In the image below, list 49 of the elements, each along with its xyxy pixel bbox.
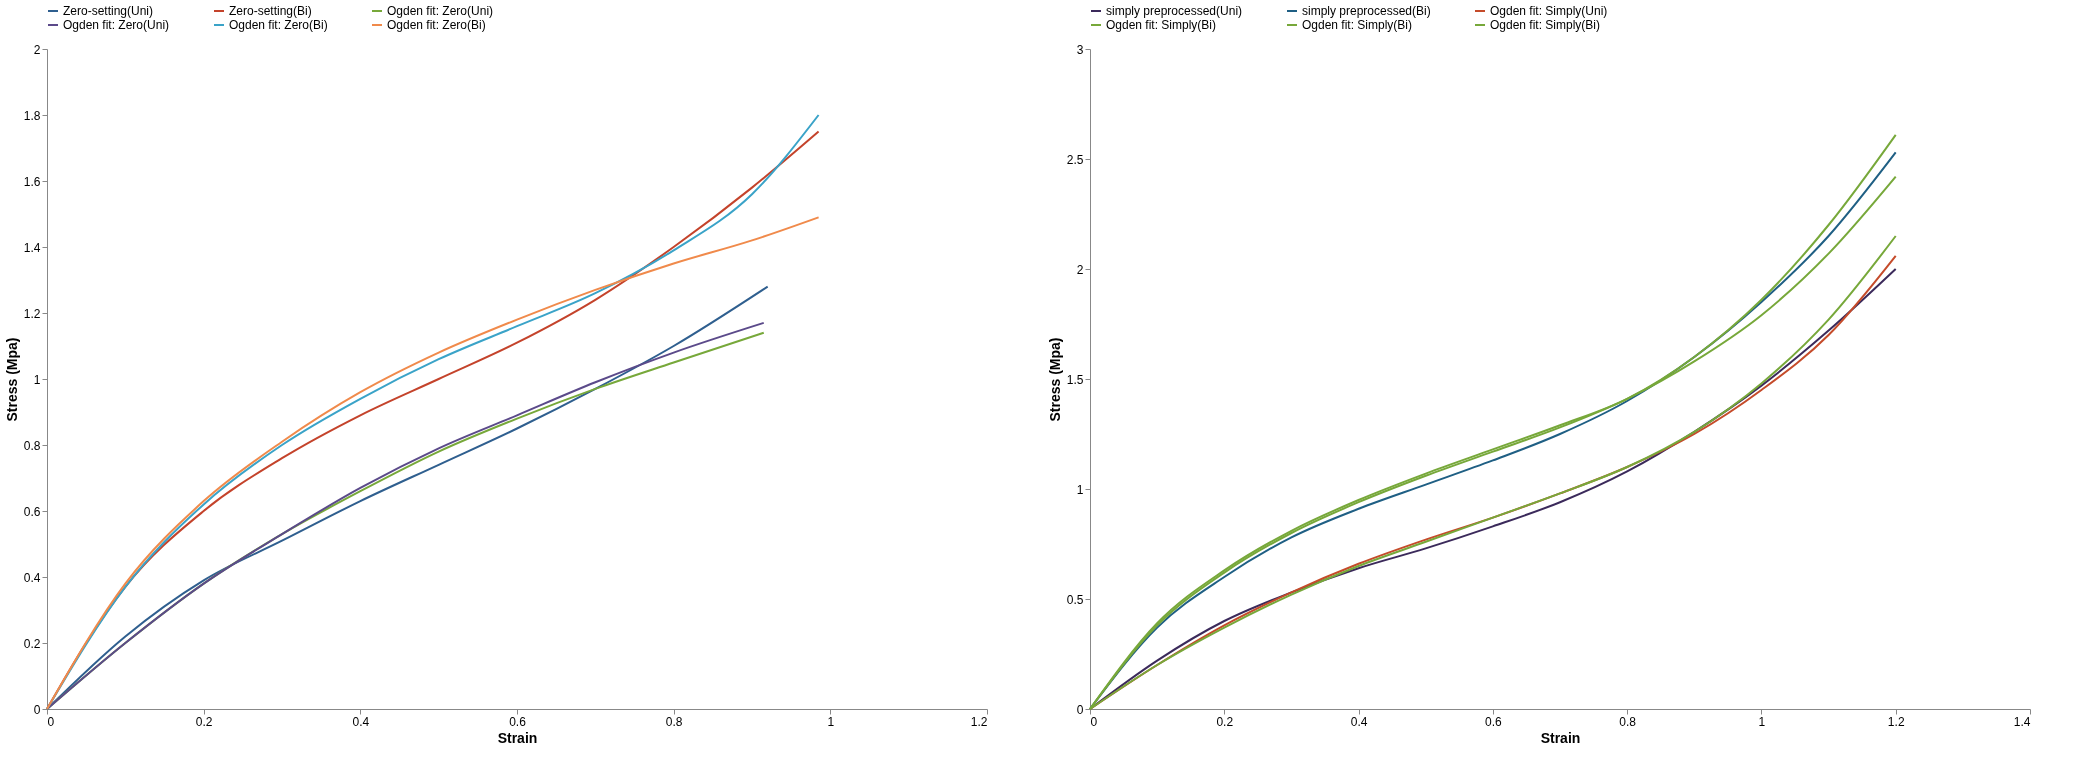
x-tick-label: 0.8: [665, 714, 683, 729]
legend-label: Ogden fit: Zero(Bi): [387, 18, 486, 32]
y-tick-label: 2: [33, 42, 41, 57]
legend-label: Ogden fit: Zero(Uni): [387, 4, 494, 18]
legend-label: Ogden fit: Simply(Bi): [1302, 18, 1413, 32]
y-tick-label: 0.5: [1066, 592, 1084, 607]
y-tick-label: 2: [1076, 262, 1084, 277]
legend-label: Zero-setting(Bi): [229, 4, 312, 18]
x-tick-label: 0.4: [1350, 714, 1368, 729]
y-axis-title: Stress (Mpa): [1046, 337, 1063, 422]
legend-label: Zero-setting(Uni): [63, 4, 154, 18]
x-tick-label: 1: [827, 714, 835, 729]
x-tick-label: 1.4: [2013, 714, 2031, 729]
y-tick-label: 0.6: [23, 504, 41, 519]
x-tick-label: 1.2: [1887, 714, 1905, 729]
legend-label: Ogden fit: Simply(Uni): [1490, 4, 1608, 18]
y-tick-label: 1: [1076, 482, 1084, 497]
legend-label: Ogden fit: Simply(Bi): [1490, 18, 1601, 32]
x-tick-label: 0.8: [1619, 714, 1637, 729]
y-tick-label: 0: [1076, 702, 1084, 717]
legend-label: Ogden fit: Zero(Uni): [63, 18, 170, 32]
x-tick-label: 0.2: [195, 714, 213, 729]
x-tick-label: 0.6: [509, 714, 527, 729]
x-axis-title: Strain: [1540, 729, 1581, 746]
x-tick-label: 0.6: [1485, 714, 1503, 729]
legend-label: Ogden fit: Zero(Bi): [229, 18, 328, 32]
x-tick-label: 0.2: [1216, 714, 1234, 729]
y-tick-label: 2.5: [1066, 152, 1084, 167]
y-tick-label: 1.2: [23, 306, 41, 321]
y-tick-label: 1: [33, 372, 41, 387]
y-tick-label: 0.4: [23, 570, 41, 585]
y-tick-label: 1.4: [23, 240, 41, 255]
x-axis-title: Strain: [497, 729, 538, 746]
y-tick-label: 1.8: [23, 108, 41, 123]
x-tick-label: 1: [1758, 714, 1766, 729]
y-tick-label: 0: [33, 702, 41, 717]
y-tick-label: 3: [1076, 42, 1084, 57]
y-tick-label: 1.5: [1066, 372, 1084, 387]
legend-label: simply preprocessed(Bi): [1302, 4, 1431, 18]
y-tick-label: 0.8: [23, 438, 41, 453]
y-tick-label: 0.2: [23, 636, 41, 651]
y-tick-label: 1.6: [23, 174, 41, 189]
x-tick-label: 0: [1090, 714, 1098, 729]
x-tick-label: 0: [47, 714, 55, 729]
legend-label: simply preprocessed(Uni): [1106, 4, 1243, 18]
legend-label: Ogden fit: Simply(Bi): [1106, 18, 1217, 32]
x-tick-label: 0.4: [352, 714, 370, 729]
y-axis-title: Stress (Mpa): [3, 337, 20, 422]
x-tick-label: 1.2: [970, 714, 988, 729]
